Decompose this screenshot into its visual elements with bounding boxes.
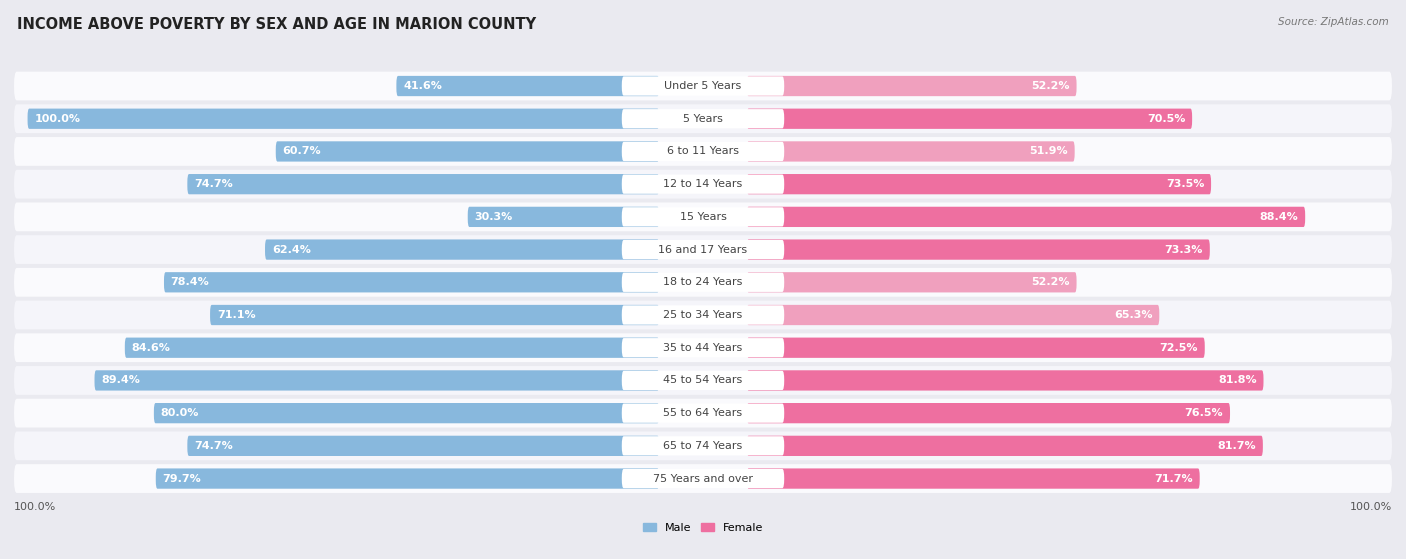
FancyBboxPatch shape: [621, 273, 785, 292]
FancyBboxPatch shape: [125, 338, 659, 358]
FancyBboxPatch shape: [165, 272, 659, 292]
Text: 18 to 24 Years: 18 to 24 Years: [664, 277, 742, 287]
Text: 71.1%: 71.1%: [217, 310, 256, 320]
Text: 75 Years and over: 75 Years and over: [652, 473, 754, 484]
Text: 41.6%: 41.6%: [404, 81, 441, 91]
FancyBboxPatch shape: [747, 305, 1160, 325]
Text: 81.8%: 81.8%: [1218, 376, 1257, 386]
FancyBboxPatch shape: [14, 301, 1392, 329]
Text: 100.0%: 100.0%: [34, 113, 80, 124]
FancyBboxPatch shape: [14, 202, 1392, 231]
FancyBboxPatch shape: [621, 305, 785, 325]
FancyBboxPatch shape: [747, 76, 1077, 96]
Text: 55 to 64 Years: 55 to 64 Years: [664, 408, 742, 418]
Text: 76.5%: 76.5%: [1185, 408, 1223, 418]
FancyBboxPatch shape: [276, 141, 659, 162]
FancyBboxPatch shape: [621, 371, 785, 390]
Text: 15 Years: 15 Years: [679, 212, 727, 222]
FancyBboxPatch shape: [747, 403, 1230, 423]
FancyBboxPatch shape: [264, 239, 659, 260]
FancyBboxPatch shape: [621, 207, 785, 226]
Text: 52.2%: 52.2%: [1032, 277, 1070, 287]
FancyBboxPatch shape: [14, 333, 1392, 362]
Text: 80.0%: 80.0%: [160, 408, 200, 418]
FancyBboxPatch shape: [468, 207, 659, 227]
FancyBboxPatch shape: [396, 76, 659, 96]
Text: 73.3%: 73.3%: [1164, 245, 1204, 254]
FancyBboxPatch shape: [747, 207, 1305, 227]
Text: 70.5%: 70.5%: [1147, 113, 1185, 124]
FancyBboxPatch shape: [621, 436, 785, 456]
Text: 100.0%: 100.0%: [1350, 502, 1392, 512]
FancyBboxPatch shape: [14, 235, 1392, 264]
Text: 65 to 74 Years: 65 to 74 Years: [664, 441, 742, 451]
FancyBboxPatch shape: [156, 468, 659, 489]
FancyBboxPatch shape: [209, 305, 659, 325]
FancyBboxPatch shape: [747, 468, 1199, 489]
Text: 51.9%: 51.9%: [1029, 146, 1069, 157]
Text: 71.7%: 71.7%: [1154, 473, 1192, 484]
FancyBboxPatch shape: [747, 239, 1209, 260]
FancyBboxPatch shape: [621, 404, 785, 423]
FancyBboxPatch shape: [14, 432, 1392, 460]
Text: 60.7%: 60.7%: [283, 146, 321, 157]
FancyBboxPatch shape: [747, 370, 1264, 391]
FancyBboxPatch shape: [621, 469, 785, 488]
FancyBboxPatch shape: [14, 399, 1392, 428]
Text: 62.4%: 62.4%: [271, 245, 311, 254]
FancyBboxPatch shape: [621, 109, 785, 129]
Text: 12 to 14 Years: 12 to 14 Years: [664, 179, 742, 189]
Text: 78.4%: 78.4%: [170, 277, 209, 287]
Text: 5 Years: 5 Years: [683, 113, 723, 124]
Text: Under 5 Years: Under 5 Years: [665, 81, 741, 91]
Text: 52.2%: 52.2%: [1032, 81, 1070, 91]
Text: 25 to 34 Years: 25 to 34 Years: [664, 310, 742, 320]
Text: 45 to 54 Years: 45 to 54 Years: [664, 376, 742, 386]
Text: 30.3%: 30.3%: [474, 212, 513, 222]
Text: 74.7%: 74.7%: [194, 441, 233, 451]
Text: INCOME ABOVE POVERTY BY SEX AND AGE IN MARION COUNTY: INCOME ABOVE POVERTY BY SEX AND AGE IN M…: [17, 17, 536, 32]
FancyBboxPatch shape: [187, 174, 659, 195]
Text: 74.7%: 74.7%: [194, 179, 233, 189]
FancyBboxPatch shape: [153, 403, 659, 423]
FancyBboxPatch shape: [621, 174, 785, 194]
FancyBboxPatch shape: [621, 77, 785, 96]
FancyBboxPatch shape: [621, 338, 785, 357]
Text: 65.3%: 65.3%: [1114, 310, 1153, 320]
FancyBboxPatch shape: [747, 174, 1211, 195]
Legend: Male, Female: Male, Female: [638, 518, 768, 537]
Text: 79.7%: 79.7%: [163, 473, 201, 484]
Text: 35 to 44 Years: 35 to 44 Years: [664, 343, 742, 353]
Text: 6 to 11 Years: 6 to 11 Years: [666, 146, 740, 157]
FancyBboxPatch shape: [14, 464, 1392, 493]
FancyBboxPatch shape: [187, 435, 659, 456]
FancyBboxPatch shape: [747, 141, 1074, 162]
FancyBboxPatch shape: [747, 108, 1192, 129]
Text: 100.0%: 100.0%: [14, 502, 56, 512]
FancyBboxPatch shape: [747, 272, 1077, 292]
Text: Source: ZipAtlas.com: Source: ZipAtlas.com: [1278, 17, 1389, 27]
FancyBboxPatch shape: [14, 268, 1392, 297]
FancyBboxPatch shape: [621, 142, 785, 161]
FancyBboxPatch shape: [94, 370, 659, 391]
Text: 88.4%: 88.4%: [1260, 212, 1298, 222]
FancyBboxPatch shape: [28, 108, 659, 129]
FancyBboxPatch shape: [14, 72, 1392, 101]
FancyBboxPatch shape: [14, 105, 1392, 133]
Text: 72.5%: 72.5%: [1160, 343, 1198, 353]
Text: 81.7%: 81.7%: [1218, 441, 1256, 451]
FancyBboxPatch shape: [747, 338, 1205, 358]
FancyBboxPatch shape: [747, 435, 1263, 456]
Text: 89.4%: 89.4%: [101, 376, 141, 386]
Text: 73.5%: 73.5%: [1166, 179, 1205, 189]
FancyBboxPatch shape: [621, 240, 785, 259]
FancyBboxPatch shape: [14, 366, 1392, 395]
FancyBboxPatch shape: [14, 137, 1392, 166]
Text: 16 and 17 Years: 16 and 17 Years: [658, 245, 748, 254]
Text: 84.6%: 84.6%: [132, 343, 170, 353]
FancyBboxPatch shape: [14, 170, 1392, 198]
